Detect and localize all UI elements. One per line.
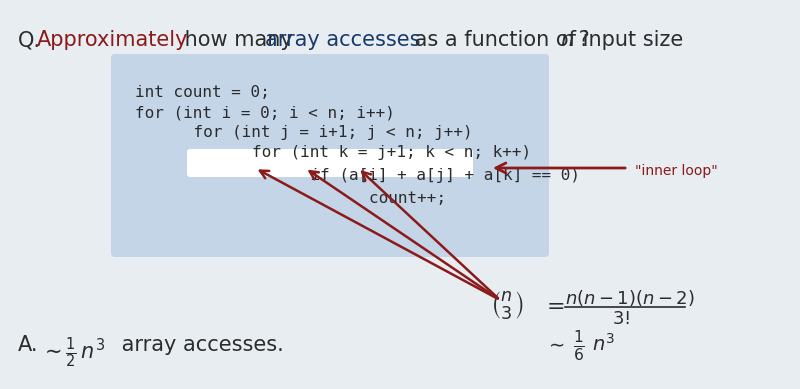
Text: as a function of input size: as a function of input size [408, 30, 690, 50]
Text: for (int i = 0; i < n; i++): for (int i = 0; i < n; i++) [135, 105, 395, 120]
Text: array accesses: array accesses [265, 30, 421, 50]
Text: $3!$: $3!$ [612, 310, 630, 328]
Text: $n^3$: $n^3$ [592, 333, 615, 355]
Text: int count = 0;: int count = 0; [135, 85, 270, 100]
Text: array accesses.: array accesses. [115, 335, 284, 355]
Text: count++;: count++; [215, 191, 446, 206]
Text: $\binom{n}{3}$: $\binom{n}{3}$ [490, 290, 524, 323]
Text: $=$: $=$ [542, 295, 565, 315]
Text: how many: how many [178, 30, 299, 50]
Text: $n(n-1)(n-2)$: $n(n-1)(n-2)$ [565, 288, 695, 308]
Text: $\sim \frac{1}{2}\, n^3$: $\sim \frac{1}{2}\, n^3$ [40, 335, 105, 370]
Text: "inner loop": "inner loop" [635, 164, 718, 178]
Text: for (int k = j+1; k < n; k++): for (int k = j+1; k < n; k++) [175, 145, 531, 160]
Text: $\sim$: $\sim$ [545, 334, 565, 353]
FancyBboxPatch shape [187, 149, 473, 177]
Text: n: n [560, 30, 574, 50]
FancyBboxPatch shape [111, 54, 549, 257]
Text: $\frac{1}{6}$: $\frac{1}{6}$ [573, 328, 585, 363]
Text: A.: A. [18, 335, 38, 355]
Text: Q.: Q. [18, 30, 41, 50]
Text: if (a[i] + a[j] + a[k] == 0): if (a[i] + a[j] + a[k] == 0) [195, 168, 580, 183]
Text: Approximately: Approximately [37, 30, 189, 50]
Text: for (int j = i+1; j < n; j++): for (int j = i+1; j < n; j++) [155, 125, 473, 140]
Text: ?: ? [572, 30, 590, 50]
